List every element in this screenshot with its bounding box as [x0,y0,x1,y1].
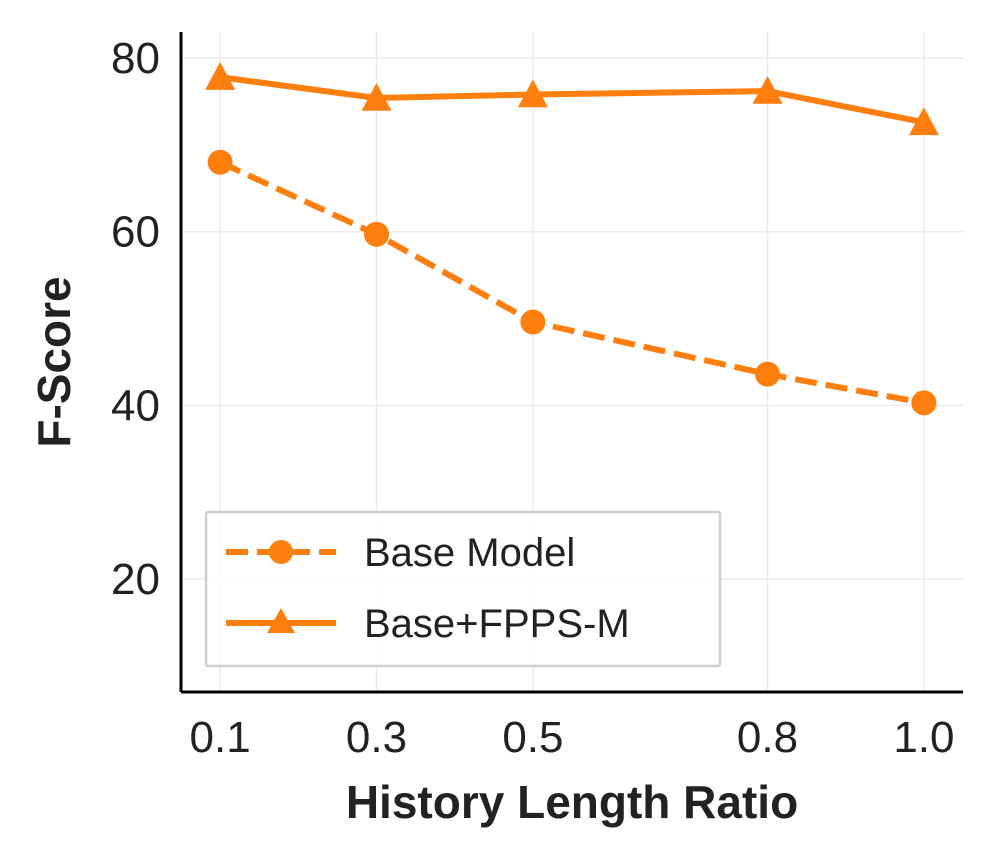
legend-label-base-fpps-m: Base+FPPS-M [364,602,630,646]
data-point-base-fpps-m [205,62,236,90]
data-point-base-model [911,390,937,416]
data-point-base-fpps-m [908,107,939,136]
x-tick-label: 0.1 [190,713,251,762]
legend: Base Model Base+FPPS-M [204,510,722,668]
tick-labels: 0.1 0.3 0.5 0.8 1.0 20 40 60 80 [111,34,954,762]
series-line-base-fpps-m [219,74,925,126]
series-line-base-model [218,159,925,406]
axes [179,32,963,694]
y-tick-label: 40 [111,381,160,430]
data-point-base-model [755,361,780,387]
series-base-model [207,149,937,416]
series [205,62,939,416]
y-tick-label: 80 [111,34,160,83]
x-tick-label: 0.5 [502,713,563,762]
x-axis-title: History Length Ratio [346,776,798,828]
data-point-base-model [207,149,233,175]
y-tick-label: 60 [111,208,160,257]
x-tick-label: 0.8 [737,713,798,762]
data-point-base-fpps-m [361,83,392,111]
x-tick-label: 1.0 [893,713,954,762]
legend-entry-base-fpps-m: Base+FPPS-M [226,602,630,646]
legend-marker-base-fpps-m [267,608,295,633]
legend-label-base-model: Base Model [364,531,575,575]
y-axis-title: F-Score [28,276,80,447]
series-base-fpps-m [205,62,939,136]
x-tick-label: 0.3 [346,713,407,762]
data-point-base-fpps-m [752,76,783,104]
legend-marker-base-model [269,540,293,564]
data-point-base-model [520,309,546,335]
legend-entry-base-model: Base Model [226,531,575,575]
y-tick-label: 20 [111,555,160,604]
data-point-base-fpps-m [517,79,548,108]
data-point-base-model [364,221,389,247]
